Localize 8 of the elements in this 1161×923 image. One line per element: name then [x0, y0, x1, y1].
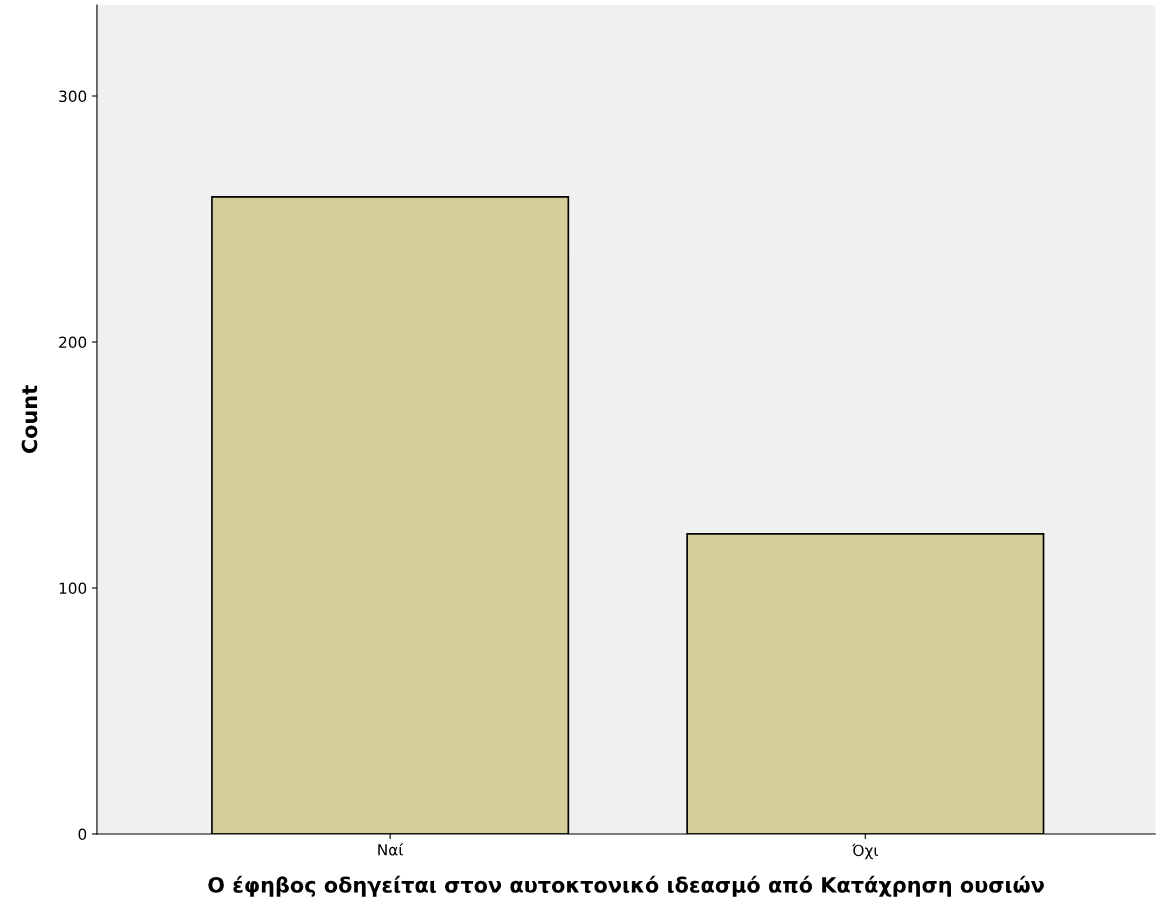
x-tick-label: Ναί	[378, 843, 404, 856]
y-axis-title: Count	[21, 385, 38, 454]
x-axis-title: Ο έφηβος οδηγείται στον αυτοκτονικό ιδεασμό από Κατάχρηση ουσιών	[208, 875, 1044, 897]
y-tick-label: 0	[78, 828, 87, 841]
y-tick-label: 100	[59, 582, 87, 595]
y-tick-label: 200	[59, 336, 87, 349]
y-tick-label: 300	[59, 90, 87, 103]
x-tick-label: Όχι	[852, 843, 878, 860]
